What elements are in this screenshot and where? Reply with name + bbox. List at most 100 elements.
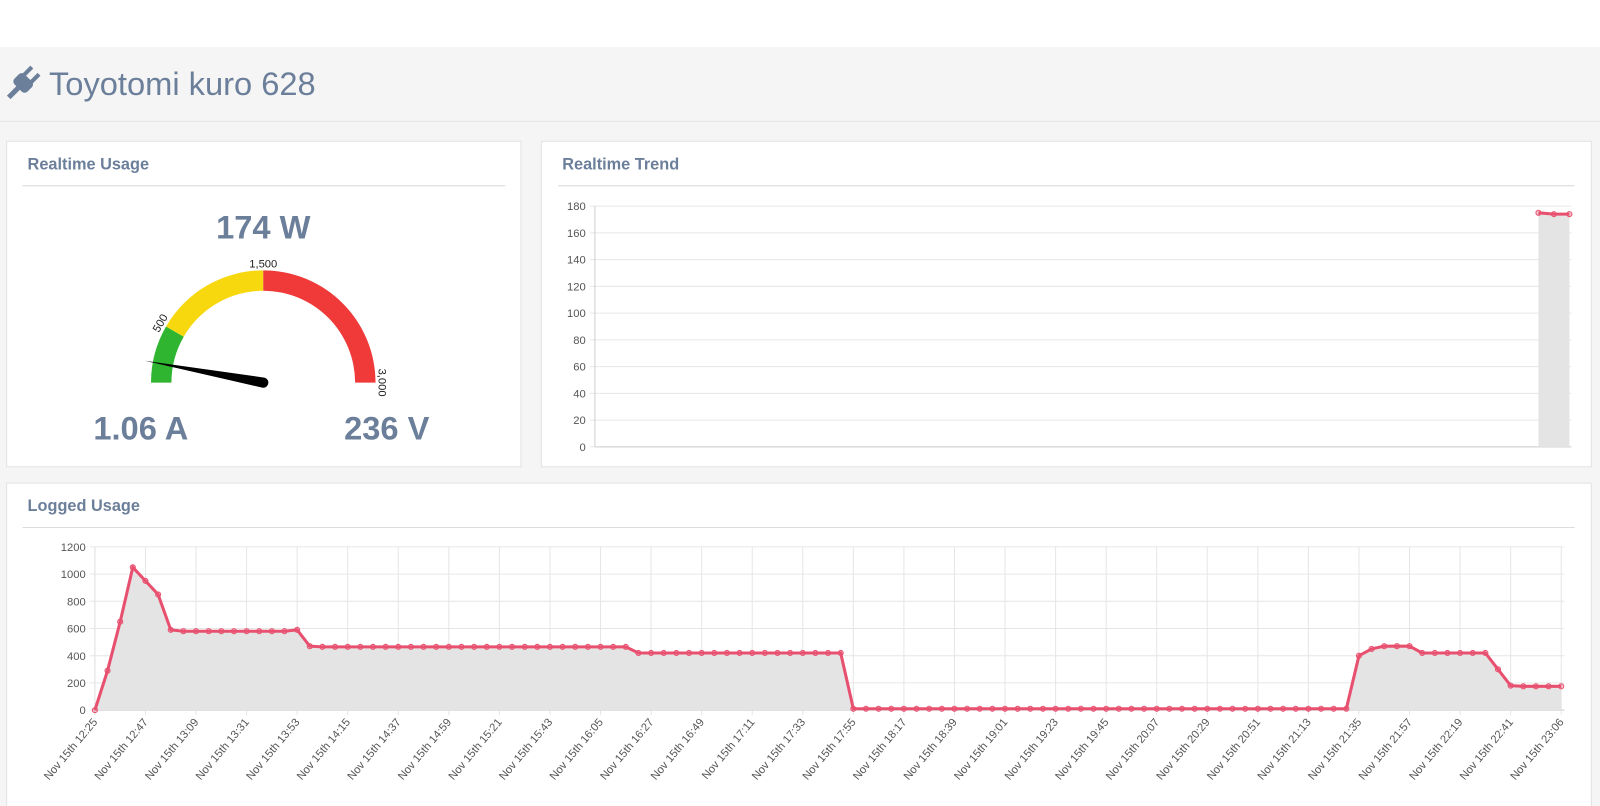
point <box>1178 705 1186 712</box>
point <box>332 643 339 650</box>
point <box>1014 705 1021 712</box>
area <box>1538 212 1570 447</box>
point <box>129 564 136 571</box>
voltage-reading: 236 V <box>344 410 430 447</box>
point <box>256 628 263 635</box>
point <box>534 643 541 650</box>
point <box>546 643 554 650</box>
point <box>344 643 351 650</box>
point <box>1343 705 1350 712</box>
point <box>1254 705 1261 712</box>
point <box>1305 705 1312 712</box>
point <box>357 643 364 650</box>
point <box>888 705 895 712</box>
point <box>572 643 579 650</box>
point <box>875 705 882 712</box>
point <box>407 643 414 650</box>
y-tick-label: 80 <box>573 335 585 347</box>
point <box>964 705 971 712</box>
panel <box>540 140 1592 468</box>
point <box>1065 705 1072 712</box>
point <box>648 649 655 657</box>
y-tick-label: 20 <box>573 415 585 427</box>
point <box>508 643 516 650</box>
point <box>1317 705 1325 712</box>
y-tick-label: 60 <box>573 362 585 374</box>
point <box>1191 705 1198 712</box>
gauge-needle <box>144 360 265 388</box>
point <box>685 649 693 657</box>
point <box>1166 705 1173 712</box>
point <box>445 643 452 650</box>
point <box>673 649 680 657</box>
page-title: Toyotomi kuro 628 <box>49 65 316 102</box>
gauge-band <box>263 270 376 383</box>
point <box>281 628 288 635</box>
point <box>1355 652 1363 659</box>
point <box>142 577 149 584</box>
point <box>1103 705 1110 712</box>
point <box>698 649 705 657</box>
point <box>104 667 111 674</box>
point <box>218 628 225 635</box>
point <box>1566 211 1573 218</box>
point <box>91 707 98 714</box>
point <box>1292 705 1299 712</box>
gauge-band <box>151 326 184 383</box>
point <box>433 643 440 650</box>
point <box>812 649 819 657</box>
panel <box>6 140 522 468</box>
point <box>1153 705 1160 712</box>
point <box>711 649 718 657</box>
point <box>635 649 642 657</box>
point <box>938 705 945 712</box>
point <box>597 643 604 650</box>
area <box>94 567 1562 711</box>
point <box>1406 643 1413 650</box>
point <box>1229 705 1236 712</box>
plug-pin <box>22 65 34 77</box>
point <box>268 628 275 635</box>
point <box>584 643 591 650</box>
y-tick-label: 1200 <box>61 542 86 554</box>
point <box>787 649 794 657</box>
point <box>736 649 743 657</box>
point <box>1558 683 1565 690</box>
point <box>1242 705 1249 712</box>
point <box>1128 705 1135 712</box>
point <box>1001 705 1009 712</box>
panel-title: Logged Usage <box>28 497 140 515</box>
point <box>521 643 528 650</box>
point <box>824 649 832 657</box>
power-reading: 174 W <box>216 209 311 246</box>
point <box>1090 705 1097 712</box>
point <box>913 705 920 712</box>
point <box>1507 682 1514 689</box>
point <box>610 643 617 650</box>
point <box>205 628 212 635</box>
point <box>1027 705 1034 712</box>
gauge-tick-label: 1,500 <box>249 258 277 270</box>
y-tick-label: 0 <box>579 442 585 454</box>
current-reading: 1.06 A <box>93 410 188 447</box>
point <box>1039 705 1047 712</box>
point <box>926 705 933 712</box>
panel-title: Realtime Usage <box>28 155 150 173</box>
point <box>1482 649 1489 657</box>
point <box>155 591 162 598</box>
point <box>1532 683 1539 690</box>
y-tick-label: 0 <box>79 705 85 717</box>
point <box>837 649 844 657</box>
plug-cord <box>6 85 21 100</box>
point <box>1368 645 1375 652</box>
point <box>1141 705 1148 712</box>
gauge-hub <box>258 377 269 388</box>
y-tick-label: 600 <box>67 624 86 636</box>
y-tick-label: 1000 <box>61 569 86 581</box>
point <box>1381 643 1388 650</box>
point <box>306 643 313 650</box>
gauge-tick-label: 3,000 <box>376 369 388 397</box>
y-tick-label: 40 <box>573 388 585 400</box>
